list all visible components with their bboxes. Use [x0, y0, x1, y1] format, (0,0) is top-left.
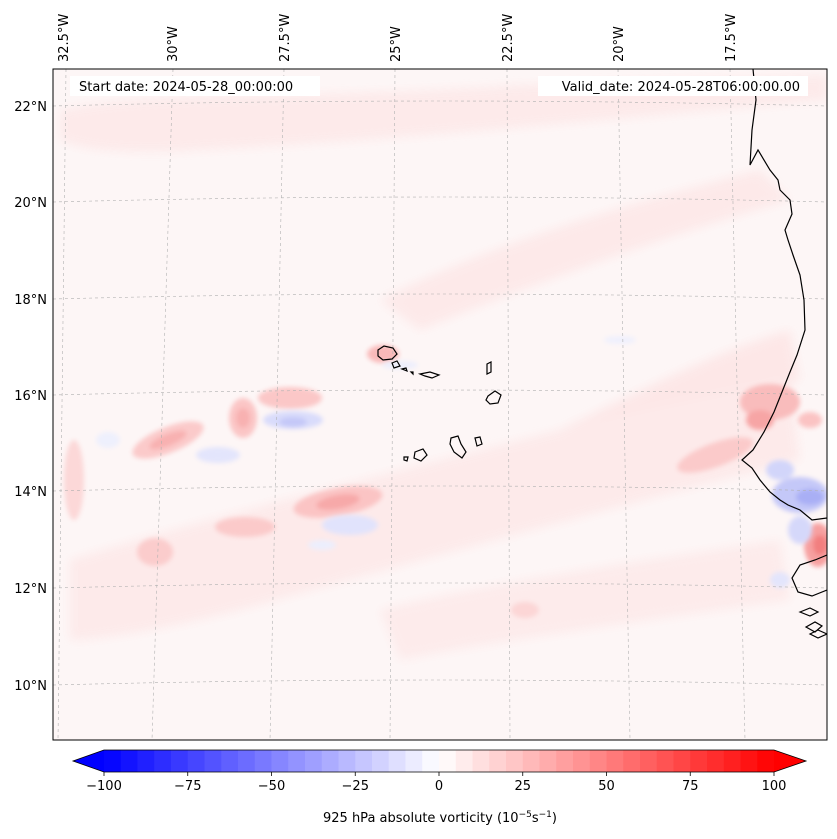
colorbar-cell — [204, 750, 222, 772]
cape-verde-maio — [474, 436, 483, 447]
colorbar-cells — [104, 750, 775, 772]
colorbar-cell — [455, 750, 474, 772]
africa-coastline — [741, 69, 827, 521]
colorbar-max-extend-arrow — [774, 750, 806, 772]
start-date-label: Start date: 2024-05-28_00:00:00 — [79, 80, 293, 95]
gridlines — [53, 69, 827, 740]
cape-verde-sal — [486, 361, 492, 375]
colorbar-cell — [489, 750, 507, 772]
lat-tick-label: 22°N — [14, 100, 47, 115]
colorbar-tick-label: −50 — [258, 779, 285, 794]
colorbar-cell — [154, 750, 172, 772]
colorbar-tick-label: −25 — [342, 779, 369, 794]
cape-verde-santo-antao — [377, 345, 398, 361]
colorbar-cell — [305, 750, 323, 772]
colorbar-cell — [506, 750, 524, 772]
colorbar-cell — [338, 750, 356, 772]
lat-tick-label: 12°N — [14, 582, 47, 597]
lon-tick-label: 30°W — [166, 26, 181, 62]
colorbar-cell — [120, 750, 139, 772]
cape-verde-sao-vicente — [391, 360, 401, 369]
africa-coastline-south — [791, 554, 827, 597]
vorticity-field — [60, 75, 827, 660]
colorbar-tick-label: −75 — [174, 779, 201, 794]
lon-tick-label: 22.5°W — [501, 14, 516, 62]
lat-tick-label: 18°N — [14, 293, 47, 308]
colorbar-cell — [405, 750, 423, 772]
colorbar-cell — [707, 750, 725, 772]
colorbar-tick-label: 75 — [682, 779, 699, 794]
colorbar-cell — [673, 750, 691, 772]
colorbar-tick-label: 25 — [514, 779, 531, 794]
colorbar-cell — [321, 750, 340, 772]
lon-tick-label: 17.5°W — [724, 14, 739, 62]
cape-verde-santiago — [449, 435, 467, 459]
colorbar-cell — [221, 750, 239, 772]
map-frame — [52, 68, 828, 741]
cape-verde-boa-vista — [485, 390, 502, 405]
header-text: Start date: 2024-05-28_00:00:00 Valid_da… — [70, 76, 808, 96]
colorbar-cell — [573, 750, 591, 772]
colorbar: −100 −75 −50 −25 0 25 50 75 100 925 hPa absolute… — [71, 749, 808, 826]
valid-date-label: Valid_date: 2024-05-28T06:00:00.00 — [562, 80, 800, 95]
latitude-tick-labels: 22°N 20°N 18°N 16°N 14°N 12°N 10°N — [14, 100, 47, 694]
lon-tick-label: 32.5°W — [57, 14, 72, 62]
coastlines — [377, 69, 827, 639]
lon-tick-label: 25°W — [389, 26, 404, 62]
lat-tick-label: 20°N — [14, 196, 47, 211]
colorbar-cell — [606, 750, 624, 772]
colorbar-cell — [288, 750, 306, 772]
colorbar-tick-label: 50 — [598, 779, 615, 794]
colorbar-cell — [556, 750, 574, 772]
colorbar-tick-label: 0 — [435, 779, 443, 794]
colorbar-cell — [757, 750, 775, 772]
colorbar-cell — [472, 750, 490, 772]
map-panel — [52, 68, 828, 741]
cape-verde-sao-nicolau — [417, 371, 441, 379]
cape-verde-brava — [403, 456, 409, 462]
colorbar-cell — [254, 750, 273, 772]
colorbar-cell — [723, 750, 742, 772]
colorbar-cell — [187, 750, 206, 772]
lat-tick-label: 10°N — [14, 679, 47, 694]
colorbar-label: 925 hPa absolute vorticity (10−5s−1) — [323, 810, 557, 826]
colorbar-cell — [640, 750, 658, 772]
colorbar-cell — [171, 750, 189, 772]
lat-tick-label: 16°N — [14, 389, 47, 404]
colorbar-cell — [422, 750, 440, 772]
colorbar-cell — [372, 750, 390, 772]
colorbar-tick-label: −100 — [86, 779, 122, 794]
colorbar-cell — [439, 750, 457, 772]
longitude-tick-labels: 32.5°W 30°W 27.5°W 25°W 22.5°W 20°W 17.5… — [57, 14, 739, 62]
start-date-box — [70, 76, 320, 96]
colorbar-cell — [623, 750, 641, 772]
colorbar-cell — [589, 750, 608, 772]
lon-tick-label: 20°W — [612, 26, 627, 62]
colorbar-cell — [690, 750, 708, 772]
lat-tick-label: 14°N — [14, 485, 47, 500]
cape-verde-santa-luzia — [400, 367, 414, 376]
colorbar-cell — [740, 750, 758, 772]
colorbar-min-extend-arrow — [73, 750, 104, 772]
colorbar-cell — [104, 750, 122, 772]
valid-date-box — [538, 76, 808, 96]
colorbar-cell — [355, 750, 373, 772]
colorbar-cell — [539, 750, 557, 772]
colorbar-tick-label: 100 — [762, 779, 787, 794]
cape-verde-fogo — [413, 448, 428, 462]
colorbar-cell — [137, 750, 155, 772]
colorbar-cell — [271, 750, 289, 772]
bissau-islands — [798, 607, 827, 639]
colorbar-cell — [388, 750, 407, 772]
lon-tick-label: 27.5°W — [278, 14, 293, 62]
colorbar-cell — [656, 750, 675, 772]
colorbar-ticks: −100 −75 −50 −25 0 25 50 75 100 — [86, 772, 786, 794]
colorbar-cell — [522, 750, 541, 772]
colorbar-cell — [238, 750, 256, 772]
